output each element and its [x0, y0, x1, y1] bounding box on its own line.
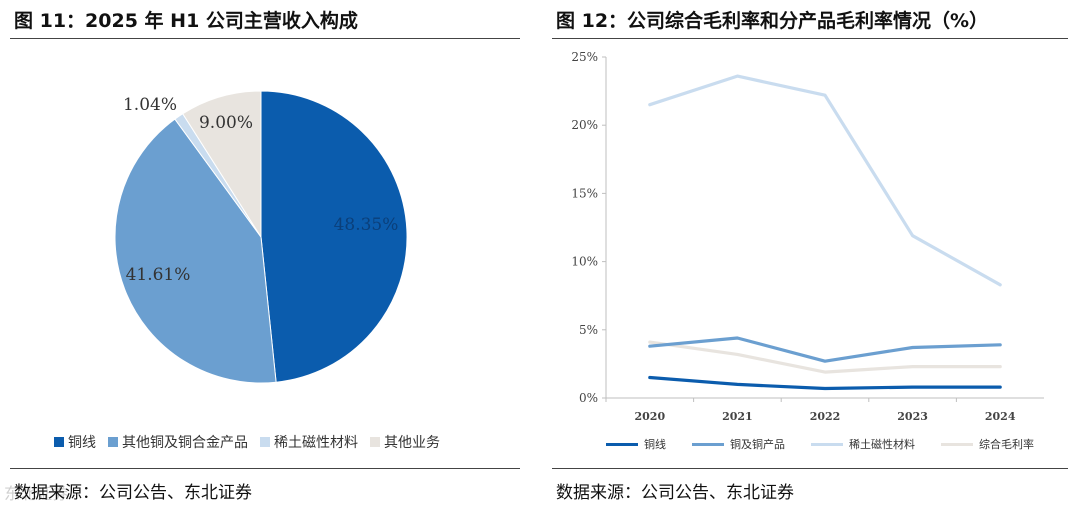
pie-label-other-business: 9.00% — [199, 113, 253, 133]
x-tick-label: 2021 — [722, 410, 753, 423]
pie-label-copper-wire: 48.35% — [334, 215, 399, 235]
legend-item-copper-wire: 铜线 — [54, 432, 96, 452]
legend-label: 稀土磁性材料 — [849, 438, 915, 451]
figure-12-source: 数据来源：公司公告、东北证券 — [556, 483, 794, 503]
legend-label: 铜线 — [68, 435, 96, 451]
y-tick-label: 5% — [579, 323, 598, 337]
pie-slice-other-business — [182, 90, 262, 239]
legend-swatch — [606, 442, 638, 446]
watermark: 东北证券 — [4, 484, 69, 503]
legend-label: 其他业务 — [384, 435, 440, 451]
legend-item-overall-margin: 综合毛利率 — [941, 436, 1034, 452]
figure-12-title: 图 12：公司综合毛利率和分产品毛利率情况（%） — [556, 10, 989, 32]
figure-11-title: 图 11：2025 年 H1 公司主营收入构成 — [14, 10, 358, 32]
right-panel: 图 12：公司综合毛利率和分产品毛利率情况（%） 0% 5% 10% 15% 20% 25… — [548, 0, 1068, 511]
pie-slice-copper-wire — [260, 90, 408, 383]
legend-label: 综合毛利率 — [979, 438, 1034, 451]
legend-swatch — [54, 437, 64, 447]
legend-swatch — [370, 437, 380, 447]
y-tick-label: 20% — [571, 118, 598, 132]
legend-label: 其他铜及铜合金产品 — [122, 435, 248, 451]
legend-label: 铜及铜产品 — [730, 438, 785, 451]
pie-label-other-copper-products: 41.61% — [126, 265, 191, 285]
left-panel: 图 11：2025 年 H1 公司主营收入构成 48.35% 41.61% 1.04… — [0, 0, 520, 511]
y-tick-label: 0% — [579, 391, 598, 405]
y-tick-label: 10% — [571, 255, 598, 269]
legend-swatch — [811, 442, 843, 446]
title-rule — [10, 38, 520, 39]
legend-swatch — [941, 442, 973, 446]
source-rule — [10, 468, 520, 469]
legend-swatch — [692, 442, 724, 446]
series-line-overall-margin — [648, 340, 1002, 374]
pie-label-rare-earth-magnets: 1.04% — [123, 95, 177, 115]
x-tick-label: 2024 — [985, 410, 1016, 423]
pie-legend: 铜线 其他铜及铜合金产品 稀土磁性材料 其他业务 — [54, 432, 452, 452]
legend-item-rare-earth-magnets: 稀土磁性材料 — [260, 432, 358, 452]
line-chart: 0% 5% 10% 15% 20% 25% 2020 2021 2022 2023 2024 — [571, 50, 1044, 423]
legend-swatch — [260, 437, 270, 447]
pie-chart: 48.35% 41.61% 1.04% 9.00% — [114, 90, 408, 384]
series-line-copper-wire — [648, 375, 1002, 391]
pie-slice-other-copper-products — [114, 118, 277, 384]
y-tick-label: 25% — [571, 50, 598, 64]
legend-item-copper-products: 铜及铜产品 — [692, 436, 785, 452]
legend-label: 稀土磁性材料 — [274, 435, 358, 451]
series-line-rare-earth-magnets — [648, 74, 1002, 287]
legend-label: 铜线 — [644, 438, 666, 451]
figure-11-source: 数据来源：公司公告、东北证券 — [14, 483, 252, 503]
x-tick-label: 2023 — [897, 410, 928, 423]
legend-item-other-business: 其他业务 — [370, 432, 440, 452]
title-rule — [552, 38, 1068, 39]
y-tick-label: 15% — [571, 186, 598, 200]
source-rule — [552, 468, 1068, 469]
legend-item-copper-wire: 铜线 — [606, 436, 666, 452]
legend-item-other-copper-products: 其他铜及铜合金产品 — [108, 432, 248, 452]
line-legend: 铜线 铜及铜产品 稀土磁性材料 综合毛利率 — [606, 436, 1060, 452]
legend-item-rare-earth-magnets: 稀土磁性材料 — [811, 436, 915, 452]
x-tick-label: 2020 — [634, 410, 665, 423]
series-line-copper-products — [648, 336, 1002, 363]
legend-swatch — [108, 437, 118, 447]
x-tick-label: 2022 — [810, 410, 841, 423]
